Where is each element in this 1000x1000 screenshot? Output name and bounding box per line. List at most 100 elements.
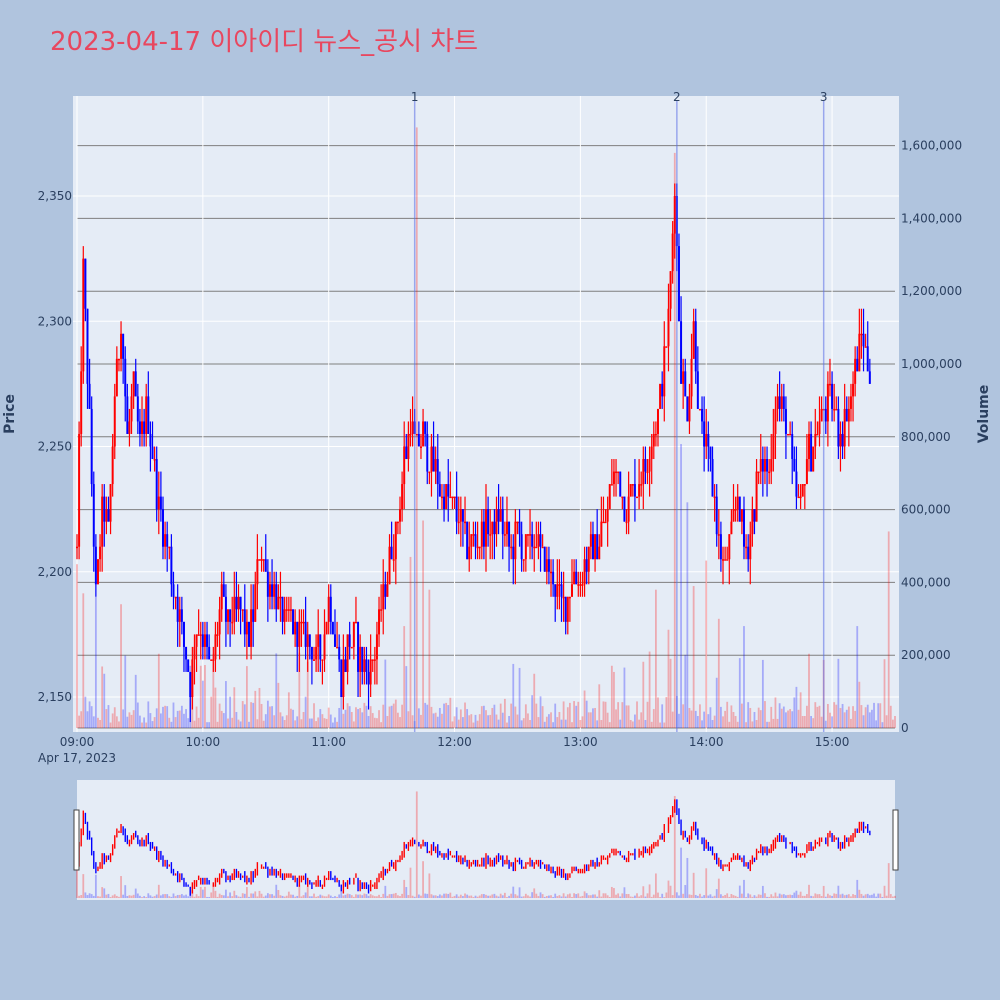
volume-bar <box>503 698 506 728</box>
slider-volume-bar <box>799 891 802 898</box>
candle-body <box>392 559 395 561</box>
volume-bar <box>430 706 433 728</box>
candle-body <box>153 459 156 461</box>
candle-body <box>247 621 250 647</box>
candle-body <box>617 471 620 474</box>
slider-volume-bar <box>539 892 542 898</box>
volume-bar <box>449 697 452 728</box>
slider-volume-bar <box>556 896 559 898</box>
slider-volume-bar <box>279 895 282 898</box>
volume-bar <box>640 712 643 728</box>
volume-bar <box>178 710 181 728</box>
slider-volume-bar <box>732 895 735 898</box>
slider-volume-bar <box>778 893 781 898</box>
slider-volume-bar <box>384 885 387 898</box>
volume-bar <box>854 710 857 728</box>
volume-bar <box>598 684 601 728</box>
candle-body <box>212 659 215 661</box>
candle-body <box>141 421 144 434</box>
volume-bar <box>222 713 225 728</box>
volume-bar <box>283 719 286 728</box>
volume-tick-label: 800,000 <box>901 430 951 444</box>
candle-body <box>843 408 846 447</box>
volume-bar <box>738 658 741 728</box>
candle-body <box>531 534 534 547</box>
candle-body <box>768 471 771 474</box>
volume-bar <box>80 711 83 728</box>
slider-volume-bar <box>881 896 884 898</box>
slider-volume-bar <box>826 893 829 898</box>
candle-body <box>751 509 754 535</box>
slider-volume-bar <box>214 890 217 898</box>
range-slider-handle-right[interactable] <box>892 809 899 871</box>
slider-volume-bar <box>80 895 83 898</box>
candle-body <box>88 383 91 409</box>
candle-body <box>411 421 414 434</box>
volume-bar <box>168 717 171 728</box>
candle-body <box>292 609 295 635</box>
candle-body <box>94 546 97 585</box>
volume-bar <box>185 709 187 728</box>
range-slider[interactable] <box>77 780 895 900</box>
candle-body <box>627 496 630 522</box>
volume-bar <box>856 626 859 728</box>
candle-body <box>761 459 764 472</box>
news-marker-label: 1 <box>411 90 419 104</box>
candle-body <box>319 634 322 660</box>
candle-body <box>124 358 127 397</box>
volume-bar <box>405 666 408 728</box>
volume-bar <box>508 715 510 728</box>
volume-bar <box>443 703 445 728</box>
candle-body <box>782 396 785 409</box>
candle-body <box>394 521 397 560</box>
time-tick-label: 13:00 <box>563 735 598 749</box>
slider-volume-bar <box>298 884 301 898</box>
candle-body <box>424 421 427 434</box>
slider-volume-bar <box>787 894 789 898</box>
volume-tick-label: 1,000,000 <box>901 357 962 371</box>
candle-body <box>529 534 532 536</box>
volume-bar <box>292 709 294 728</box>
slider-volume-bar <box>636 893 638 898</box>
candle-body <box>866 346 869 372</box>
volume-bar <box>514 706 517 728</box>
candle-body <box>652 433 655 447</box>
slider-volume-bar <box>329 895 332 898</box>
candle-body <box>237 596 240 610</box>
candle-body <box>709 446 712 460</box>
slider-volume-bar <box>237 896 240 898</box>
volume-bar <box>629 719 632 728</box>
slider-volume-bar <box>642 886 645 898</box>
slider-volume-bar <box>168 896 171 898</box>
candle-body <box>505 521 508 535</box>
candle-body <box>268 584 271 597</box>
slider-volume-bar <box>634 895 636 898</box>
candle-body <box>126 396 129 434</box>
slider-volume-bar <box>665 892 668 898</box>
candle-body <box>409 433 412 436</box>
volume-bar <box>722 716 724 728</box>
slider-volume-bar <box>76 868 78 898</box>
volume-bar <box>76 564 78 728</box>
slider-volume-bar <box>671 895 674 898</box>
slider-volume-bar <box>548 895 550 898</box>
candle-body <box>210 659 213 661</box>
slider-volume-bar <box>187 896 190 898</box>
volume-bar <box>606 712 609 728</box>
candle-body <box>847 408 850 422</box>
volume-bar <box>97 717 99 728</box>
candle-body <box>157 496 160 510</box>
candle-body <box>344 659 347 672</box>
candle-body <box>128 421 131 434</box>
slider-volume-bar <box>262 896 265 898</box>
slider-volume-bar <box>669 885 672 898</box>
slider-volume-bar <box>751 896 754 898</box>
volume-bar <box>648 651 651 728</box>
range-slider-handle-left[interactable] <box>73 809 80 871</box>
volume-bar <box>82 593 85 728</box>
volume-bar <box>126 716 129 728</box>
candle-body <box>644 459 647 472</box>
candle-body <box>438 484 441 497</box>
slider-volume-bar <box>812 896 815 898</box>
slider-volume-bar <box>441 895 443 898</box>
